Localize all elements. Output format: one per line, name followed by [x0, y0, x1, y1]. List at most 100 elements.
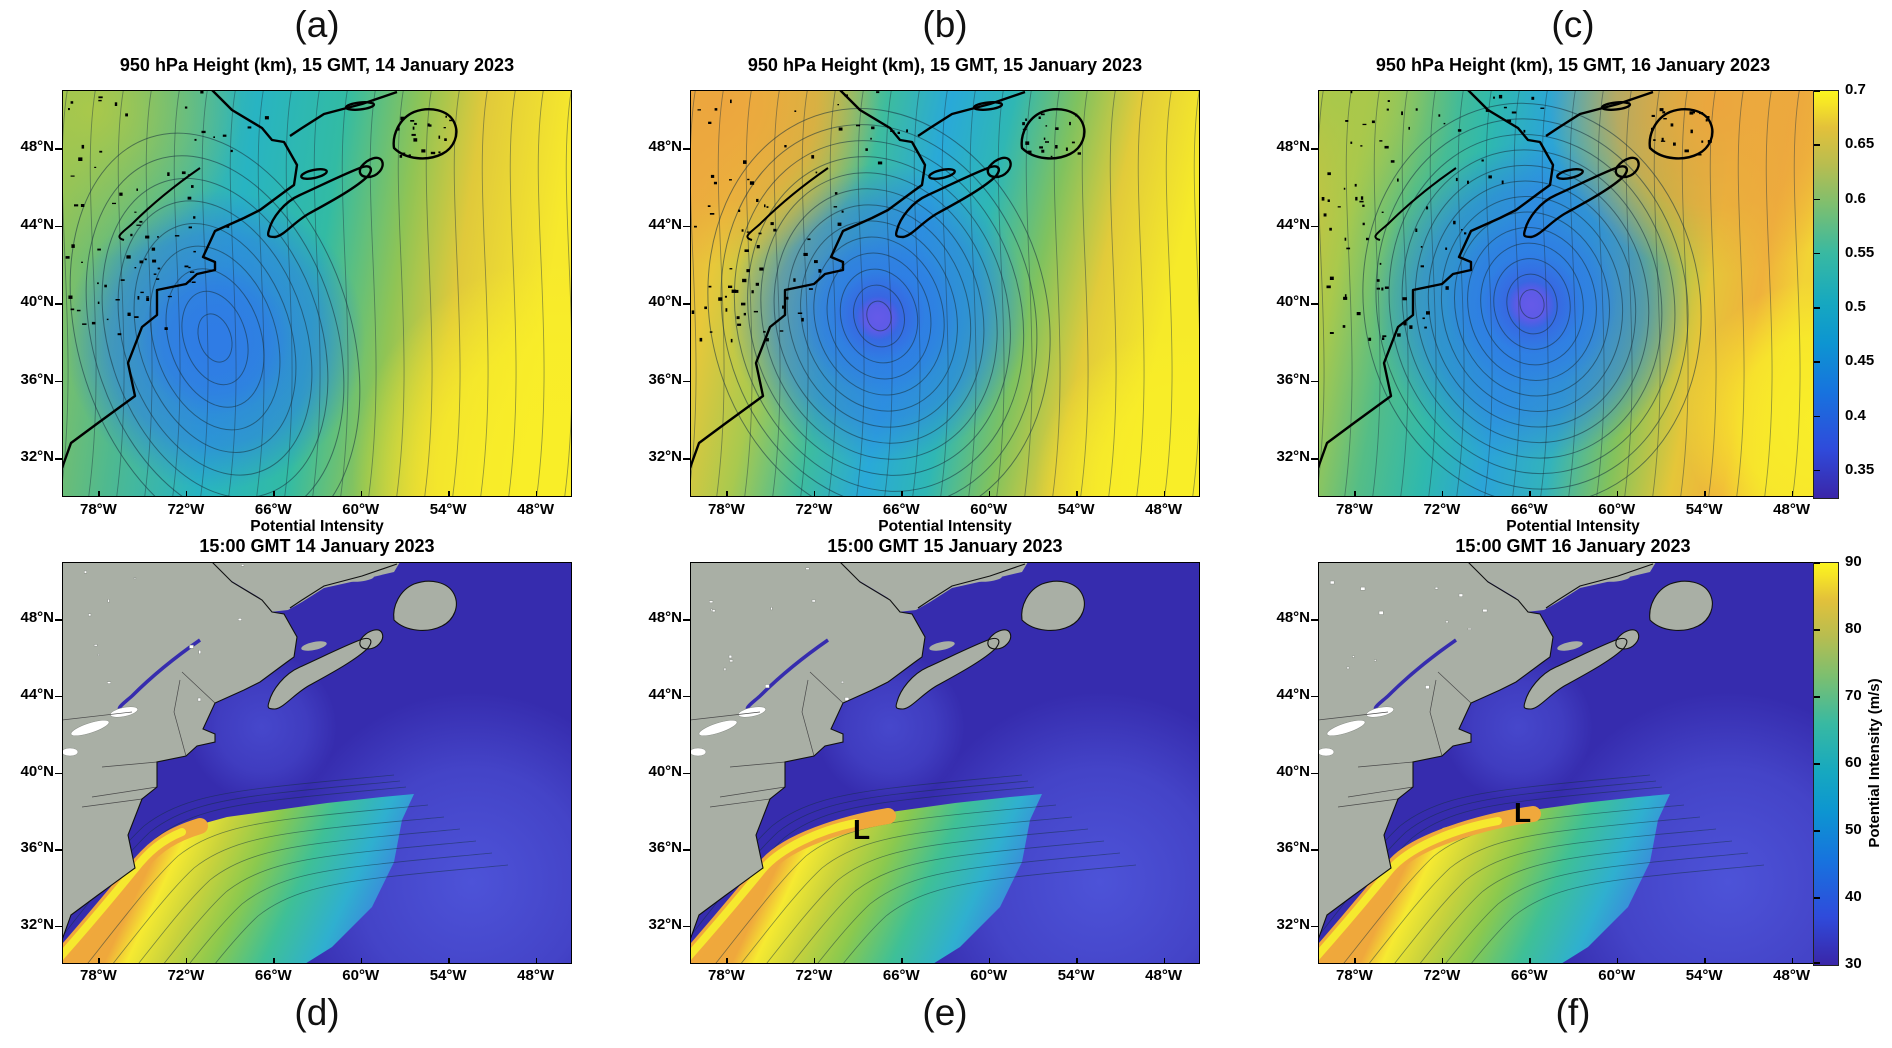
panel-e-title-line1: Potential Intensity: [878, 518, 1012, 535]
colorbar-tick-label: 0.4: [1845, 406, 1866, 424]
y-tick-label: 40°N: [648, 293, 682, 311]
y-tick-label: 36°N: [648, 370, 682, 388]
y-tick-label: 44°N: [20, 215, 54, 233]
y-tick-mark: [683, 148, 690, 150]
colorbar-tick-mark: [1814, 629, 1820, 631]
colorbar-tick-label: 0.5: [1845, 298, 1866, 316]
colorbar-tick-mark: [1814, 830, 1820, 832]
y-tick-label: 48°N: [648, 138, 682, 156]
y-tick-label: 48°N: [648, 609, 682, 627]
colorbar-tick-label: 0.6: [1845, 189, 1866, 207]
panel-label-a: (a): [294, 4, 340, 45]
y-tick-mark: [55, 148, 62, 150]
x-tick-label: 60°W: [1598, 967, 1636, 984]
panel-e-map-area: L 48°N 44°N 40°N 36°N 32°N: [648, 562, 1200, 964]
x-tick-mark: [98, 491, 100, 497]
x-tick-mark: [360, 491, 363, 497]
panel-label-c: (c): [1551, 4, 1595, 45]
panel-d-title-line1: Potential Intensity: [250, 518, 384, 535]
x-tick-mark: [1529, 958, 1531, 964]
y-tick-label: 32°N: [648, 448, 682, 466]
y-tick-mark: [55, 225, 62, 228]
state-borders: [1318, 671, 1472, 808]
x-tick-label: 48°W: [517, 967, 554, 984]
y-tick-mark: [683, 225, 690, 228]
x-tick-mark: [273, 958, 275, 964]
panel-f-x-axis: 78°W 72°W 66°W 60°W 54°W 48°W: [1318, 967, 1828, 985]
colorbar-tick-label: 30: [1845, 955, 1862, 972]
x-tick-label: 48°W: [1773, 967, 1810, 984]
x-tick-mark: [988, 491, 991, 497]
colorbar-tick-label: 90: [1845, 553, 1862, 570]
state-borders: [690, 671, 844, 808]
coastline: [1318, 90, 1714, 469]
colorbar-tick-mark: [1814, 962, 1820, 964]
land-mask: [690, 562, 1085, 940]
x-tick-label: 66°W: [1510, 967, 1548, 984]
x-tick-label: 48°W: [517, 501, 554, 518]
coastline: [1318, 562, 1713, 941]
x-tick-mark: [273, 491, 275, 497]
colorbar-tick-label: 0.7: [1845, 81, 1866, 98]
x-tick-mark: [1616, 491, 1619, 497]
panel-b-map-area: 48°N 44°N 40°N 36°N 32°N: [648, 90, 1200, 497]
colorbar-tick-label: 70: [1845, 687, 1862, 704]
panel-label-f: (f): [1555, 992, 1591, 1033]
x-tick-mark: [1704, 491, 1706, 497]
x-tick-label: 72°W: [795, 501, 833, 518]
x-tick-label: 72°W: [1423, 501, 1461, 518]
x-tick-label: 54°W: [1057, 501, 1095, 518]
y-tick-mark: [683, 772, 690, 775]
panel-label-d: (d): [294, 992, 340, 1033]
coastline: [690, 90, 1086, 469]
colorbar-tick-label: 80: [1845, 620, 1862, 637]
x-tick-label: 78°W: [1335, 501, 1373, 518]
lake-ice-patches: [1318, 580, 1488, 757]
state-borders: [62, 671, 216, 808]
colorbar-tick-label: 0.55: [1845, 243, 1875, 261]
panel-f-map-area: L 48°N 44°N 40°N 36°N 32°N: [1276, 562, 1828, 964]
y-tick-label: 36°N: [648, 839, 682, 857]
x-tick-mark: [726, 491, 728, 497]
map-950hpa-height-14jan: [62, 90, 572, 497]
y-tick-mark: [1311, 849, 1318, 851]
map-950hpa-height-15jan: [690, 90, 1200, 497]
x-tick-label: 48°W: [1773, 501, 1810, 518]
x-tick-mark: [813, 958, 816, 964]
land-mask: [1318, 562, 1713, 940]
x-tick-label: 72°W: [795, 967, 833, 984]
x-tick-mark: [185, 491, 188, 497]
x-tick-label: 54°W: [1685, 967, 1723, 984]
colorbar-tick-label: 0.35: [1845, 460, 1875, 478]
y-tick-mark: [55, 849, 62, 851]
panel-c-map-area: 48°N 44°N 40°N 36°N 32°N: [1276, 90, 1828, 497]
y-tick-mark: [1311, 619, 1318, 621]
panel-c-title: 950 hPa Height (km), 15 GMT, 16 January …: [1375, 55, 1771, 75]
low-pressure-marker-e: L: [853, 814, 870, 845]
x-tick-mark: [360, 958, 363, 964]
y-tick-mark: [683, 849, 690, 851]
y-tick-mark: [55, 695, 62, 698]
x-tick-mark: [901, 491, 903, 497]
coastline: [690, 562, 1085, 941]
colorbar-tick-label: 0.45: [1845, 352, 1875, 370]
x-tick-label: 48°W: [1145, 501, 1182, 518]
y-tick-label: 40°N: [20, 293, 54, 311]
x-tick-mark: [901, 958, 903, 964]
x-tick-mark: [988, 958, 991, 964]
y-tick-label: 32°N: [1276, 448, 1310, 466]
x-tick-mark: [726, 958, 728, 964]
x-tick-label: 78°W: [1335, 967, 1373, 984]
colorbar-tick-mark: [1814, 144, 1820, 146]
y-tick-label: 44°N: [1276, 685, 1310, 703]
colorbar-tick-label: 40: [1845, 888, 1862, 905]
x-tick-mark: [1616, 958, 1619, 964]
lake-ice-patches: [690, 567, 850, 757]
colorbar-tick-mark: [1814, 198, 1820, 201]
y-tick-label: 32°N: [1276, 915, 1310, 933]
x-tick-mark: [1529, 491, 1531, 497]
y-tick-label: 44°N: [1276, 215, 1310, 233]
x-tick-mark: [1354, 491, 1356, 497]
y-tick-label: 36°N: [20, 839, 54, 857]
